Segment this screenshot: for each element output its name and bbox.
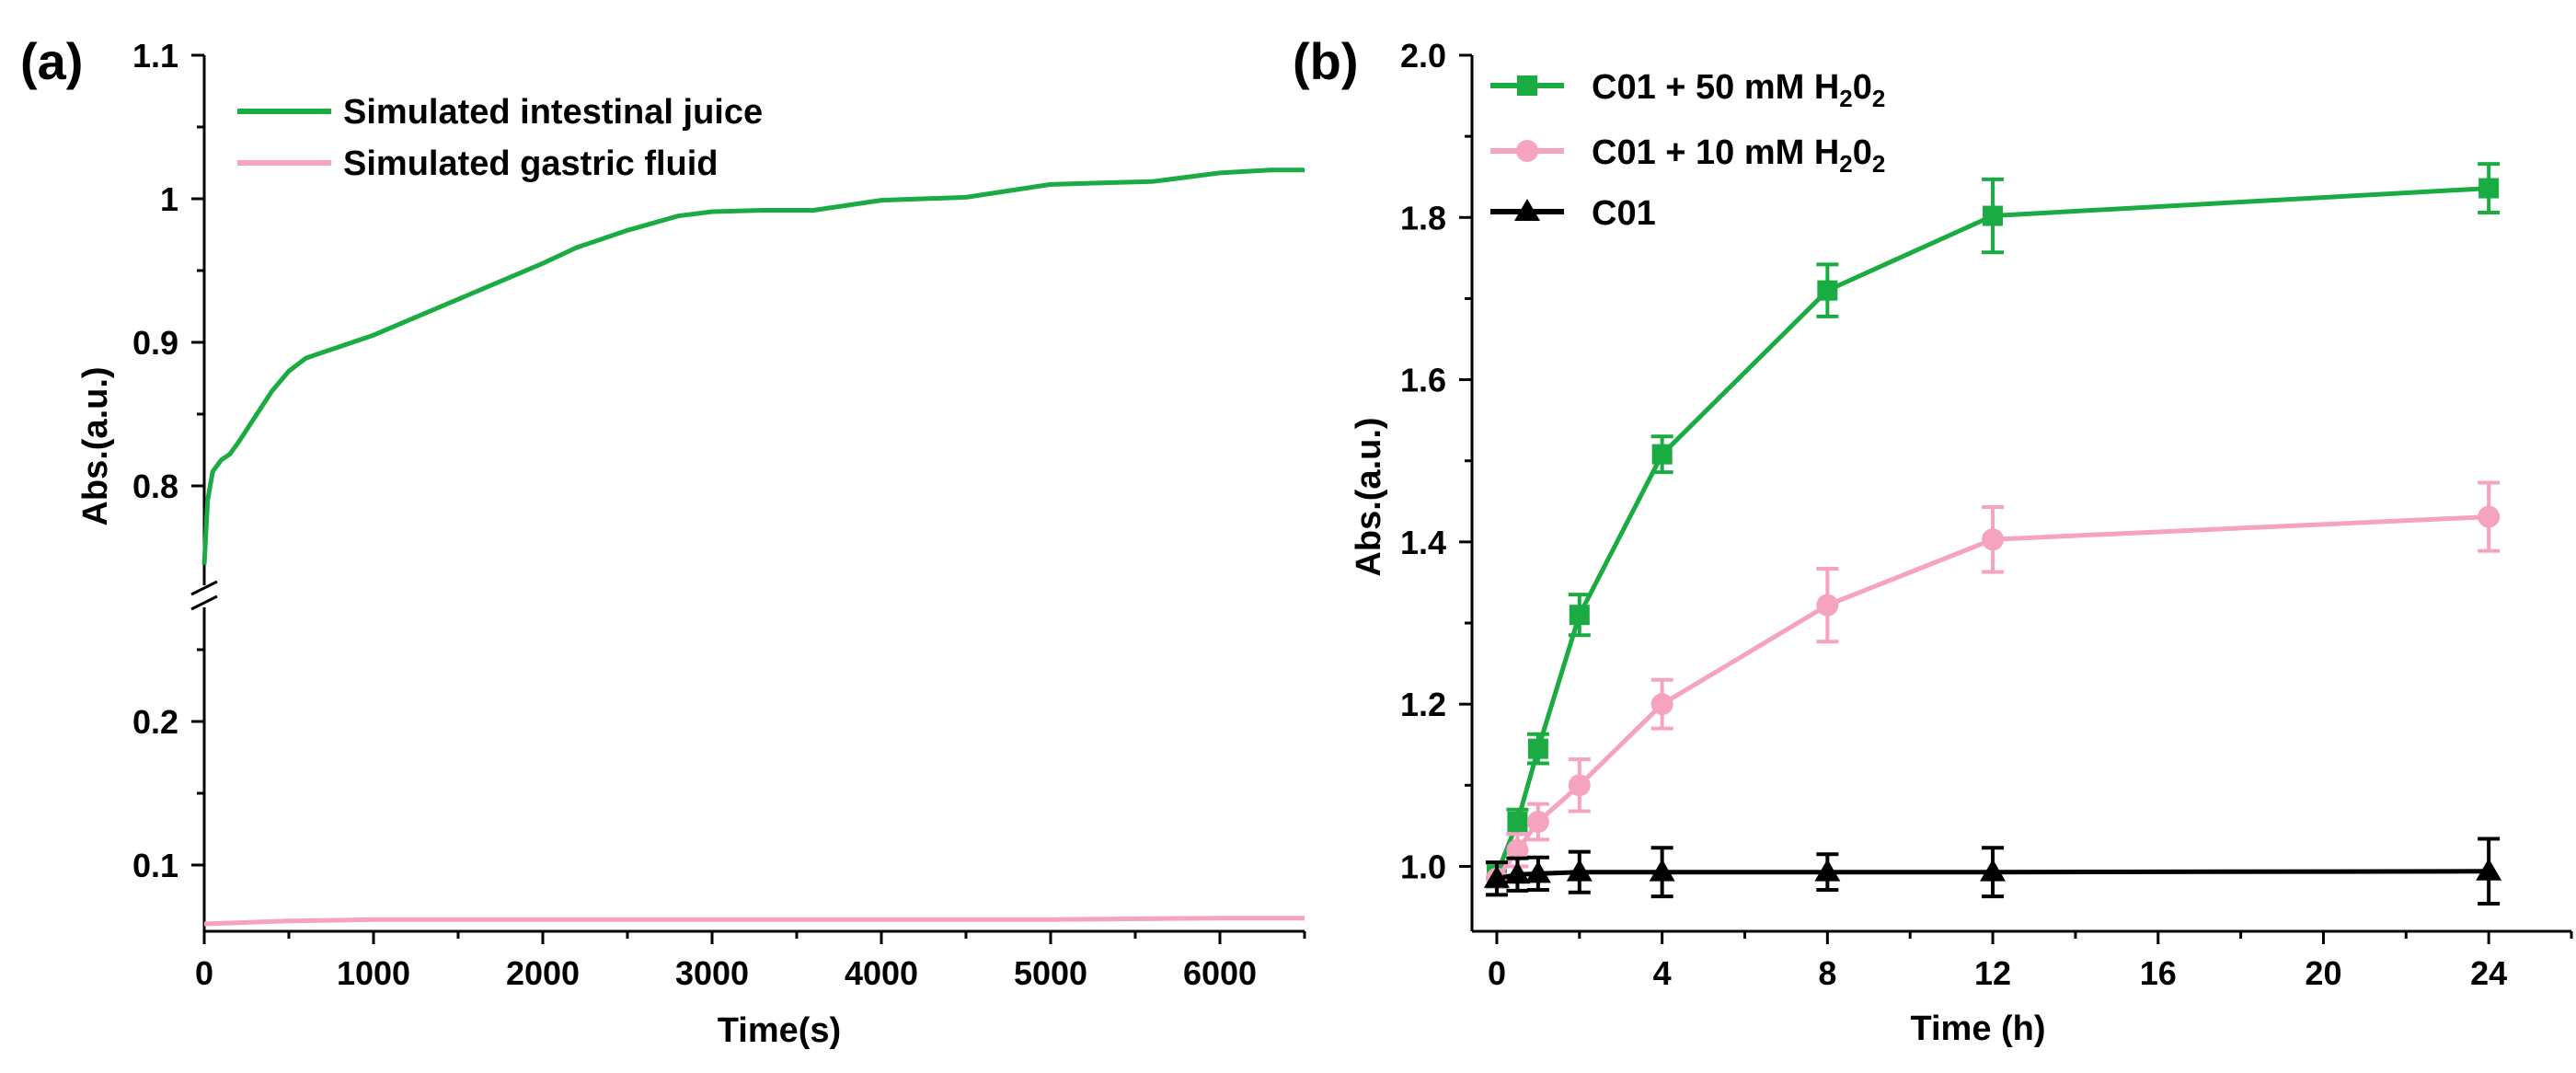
legend-label-10mm-sub1: 2 [1839, 150, 1852, 178]
legend-label-50mm: C01 + 50 mM H202 [1592, 68, 1885, 112]
series-line-intestinal [201, 167, 1305, 565]
panel-a-series [201, 167, 1305, 927]
data-point-10mm [1650, 693, 1673, 716]
data-point-10mm [1816, 594, 1839, 617]
data-point-c01 [2476, 858, 2502, 881]
series-line-gastric [203, 916, 1305, 927]
panel-a-x-axis-label: Time(s) [718, 1011, 841, 1050]
data-point-50mm [1507, 812, 1528, 832]
legend-label-50mm-mid: 0 [1853, 68, 1872, 107]
panel-b-legend: C01 + 50 mM H202 C01 + 10 mM H202 C01 [1490, 68, 1885, 233]
legend-label-intestinal: Simulated intestinal juice [343, 93, 763, 132]
panel-a-legend: Simulated intestinal juice Simulated gas… [237, 93, 763, 183]
data-point-10mm [1506, 838, 1529, 861]
panel-a-y-axis-label: Abs.(a.u.) [76, 366, 115, 525]
panel-a-y-tick-label: 1.1 [132, 37, 178, 75]
panel-b-axes [1470, 55, 2571, 933]
panel-a-axis-break-mark [190, 580, 218, 596]
panel-a-axes [190, 55, 1305, 933]
panel-a-x-tick-label: 5000 [1014, 954, 1087, 992]
data-point-50mm [1651, 444, 1673, 465]
panel-a-x-tick-label: 0 [195, 954, 213, 992]
panel-a-y-tick-label: 1 [160, 180, 178, 218]
data-point-50mm [2478, 178, 2500, 199]
data-point-10mm [1982, 528, 2005, 551]
legend-label-50mm-sub2: 2 [1872, 85, 1885, 112]
legend-label-10mm-sub2: 2 [1872, 150, 1885, 178]
panel-a-axis-break-mark [190, 594, 218, 611]
data-point-c01 [1483, 865, 1510, 888]
panel-b-y-tick-label: 1.4 [1400, 524, 1446, 561]
panel-b-ticks: 0 4 8 12 16 20 241.01.21.41.61.82.0 [1400, 37, 2573, 992]
data-point-c01 [1649, 859, 1675, 882]
panel-b-x-tick-label: 0 [1488, 954, 1506, 992]
data-point-50mm [1817, 280, 1838, 301]
data-point-10mm [1568, 774, 1591, 797]
panel-b-series [1483, 162, 2502, 906]
panel-b-y-tick-label: 1.0 [1400, 848, 1446, 885]
panel-a-label: (a) [20, 32, 83, 90]
data-point-50mm [1569, 605, 1590, 626]
legend-label-10mm: C01 + 10 mM H202 [1592, 133, 1885, 178]
panel-a-x-tick-label: 2000 [506, 954, 580, 992]
legend-label-50mm-sub1: 2 [1839, 85, 1852, 112]
data-point-c01 [1566, 859, 1593, 882]
panel-b-y-tick-label: 1.6 [1400, 362, 1446, 399]
data-point-50mm [1527, 738, 1548, 759]
legend-label-10mm-main: C01 + 10 mM H [1592, 133, 1839, 172]
panel-b-x-tick-label: 16 [2140, 954, 2177, 992]
legend-marker-10mm [1516, 140, 1538, 162]
data-point-10mm [2478, 505, 2501, 528]
panel-b-y-axis-label: Abs.(a.u.) [1350, 417, 1388, 576]
legend-label-50mm-main: C01 + 50 mM H [1592, 68, 1839, 107]
panel-b-x-tick-label: 12 [1974, 954, 2011, 992]
panel-a-y-tick-label: 0.1 [132, 847, 178, 884]
panel-b-y-tick-label: 1.8 [1400, 199, 1446, 237]
panel-a-y-tick-label: 0.9 [132, 324, 178, 362]
panel-b-y-tick-label: 1.2 [1400, 686, 1446, 723]
panel-b-x-tick-label: 8 [1818, 954, 1836, 992]
panel-b-x-tick-label: 20 [2305, 954, 2341, 992]
panel-a-ticks: 0 1000 2000 3000 4000 5000 6000 0.8 0.9 1 1.1 0.1 0.… [132, 37, 1306, 992]
data-point-10mm [1526, 811, 1549, 833]
data-point-c01 [1524, 860, 1551, 883]
panel-a-y-tick-label: 0.2 [132, 703, 178, 741]
data-point-c01 [1980, 859, 2007, 882]
panel-b-label: (b) [1293, 32, 1359, 90]
panel-a-y-tick-label: 0.8 [132, 467, 178, 505]
data-point-50mm [1983, 205, 2004, 226]
data-point-c01 [1814, 859, 1841, 882]
panel-b-x-tick-label: 24 [2470, 954, 2507, 992]
legend-marker-50mm [1517, 75, 1537, 96]
panel-b-chart: (b) 0 4 8 12 16 20 241.01.21.41.61.82.0 Time (… [1293, 32, 2573, 1048]
data-point-c01 [1504, 861, 1531, 884]
panel-a-chart: (a) 0 1000 2000 3000 4000 5000 60000.80.911.10… [20, 32, 1306, 1050]
panel-a-x-tick-label: 1000 [337, 954, 410, 992]
panel-b-x-tick-label: 4 [1653, 954, 1672, 992]
legend-label-c01: C01 [1592, 194, 1656, 233]
legend-label-gastric: Simulated gastric fluid [343, 144, 719, 183]
legend-label-10mm-mid: 0 [1853, 133, 1872, 172]
panel-b-y-tick-label: 2.0 [1400, 37, 1446, 75]
panel-a-x-tick-label: 3000 [675, 954, 749, 992]
panel-a-x-tick-label: 6000 [1183, 954, 1257, 992]
panel-b-x-axis-label: Time (h) [1910, 1010, 2045, 1048]
legend-marker-c01 [1514, 199, 1540, 221]
panel-a-x-tick-label: 4000 [845, 954, 918, 992]
